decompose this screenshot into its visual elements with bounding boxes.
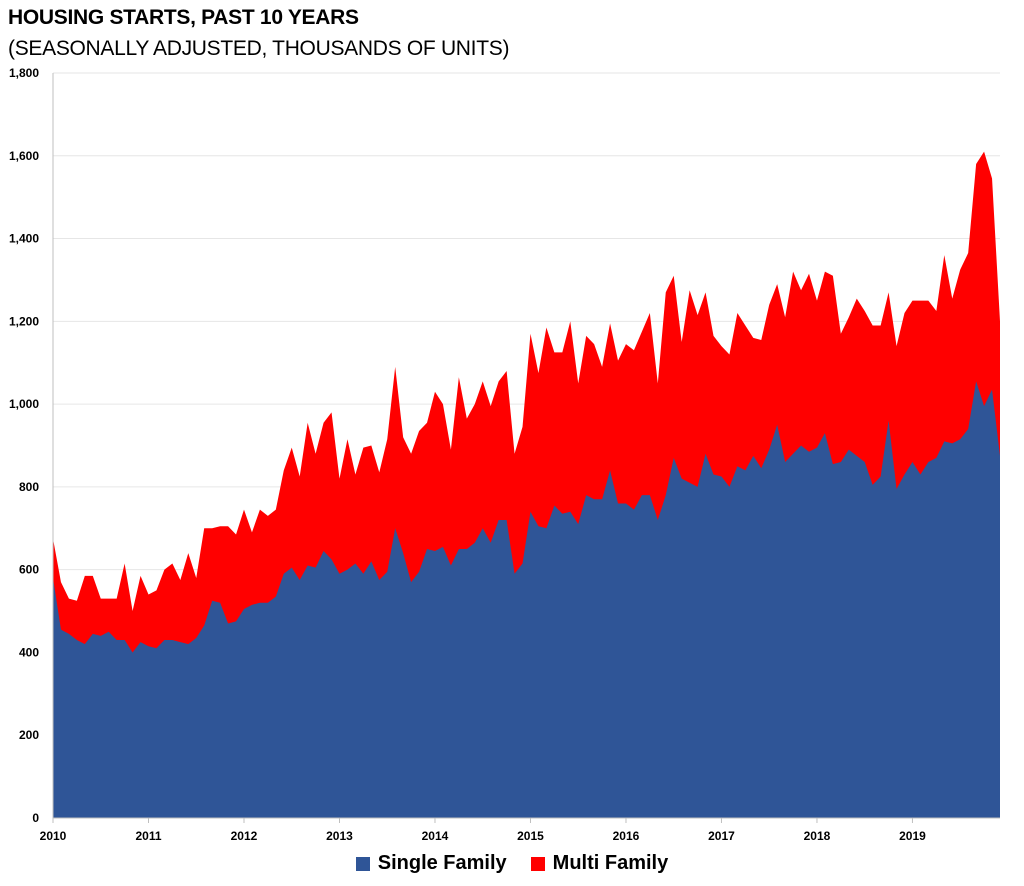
y-tick-label: 1,600: [9, 149, 39, 163]
y-tick-label: 1,800: [9, 66, 39, 80]
area-single-family: [53, 381, 1000, 818]
y-tick-label: 800: [19, 480, 39, 494]
y-tick-label: 400: [19, 645, 39, 659]
y-axis-ticks: 0 200 400 600 800 1,000 1,200 1,400 1,600 1,800: [9, 66, 39, 825]
x-axis-ticks: 2010 2011 2012 2013 2014 2015 2016 2017 2018 2019: [40, 818, 926, 843]
legend-label-multi-family: Multi Family: [552, 852, 669, 874]
legend: Single Family Multi Family: [0, 852, 1024, 875]
x-tick-label: 2011: [135, 829, 161, 843]
legend-swatch-multi-family: [530, 856, 545, 871]
y-tick-label: 1,200: [9, 314, 39, 328]
x-tick-label: 2015: [517, 829, 544, 843]
x-tick-label: 2012: [231, 829, 258, 843]
legend-item-single-family: Single Family: [355, 852, 507, 875]
y-tick-label: 1,000: [9, 397, 39, 411]
x-tick-label: 2017: [708, 829, 735, 843]
x-tick-label: 2018: [804, 829, 831, 843]
x-tick-label: 2019: [899, 829, 926, 843]
y-tick-label: 0: [32, 811, 39, 825]
legend-item-multi-family: Multi Family: [530, 852, 669, 875]
chart-subtitle: (SEASONALLY ADJUSTED, THOUSANDS OF UNITS…: [8, 37, 510, 60]
chart-title: HOUSING STARTS, PAST 10 YEARS: [8, 6, 359, 29]
x-tick-label: 2014: [422, 829, 449, 843]
y-tick-label: 200: [19, 728, 39, 742]
x-tick-label: 2013: [326, 829, 353, 843]
series-areas: [53, 151, 1000, 818]
y-tick-label: 1,400: [9, 232, 39, 246]
x-tick-label: 2016: [613, 829, 640, 843]
y-tick-label: 600: [19, 563, 39, 577]
legend-swatch-single-family: [355, 856, 370, 871]
x-tick-label: 2010: [40, 829, 67, 843]
legend-label-single-family: Single Family: [377, 852, 507, 874]
axes: [52, 73, 1000, 819]
